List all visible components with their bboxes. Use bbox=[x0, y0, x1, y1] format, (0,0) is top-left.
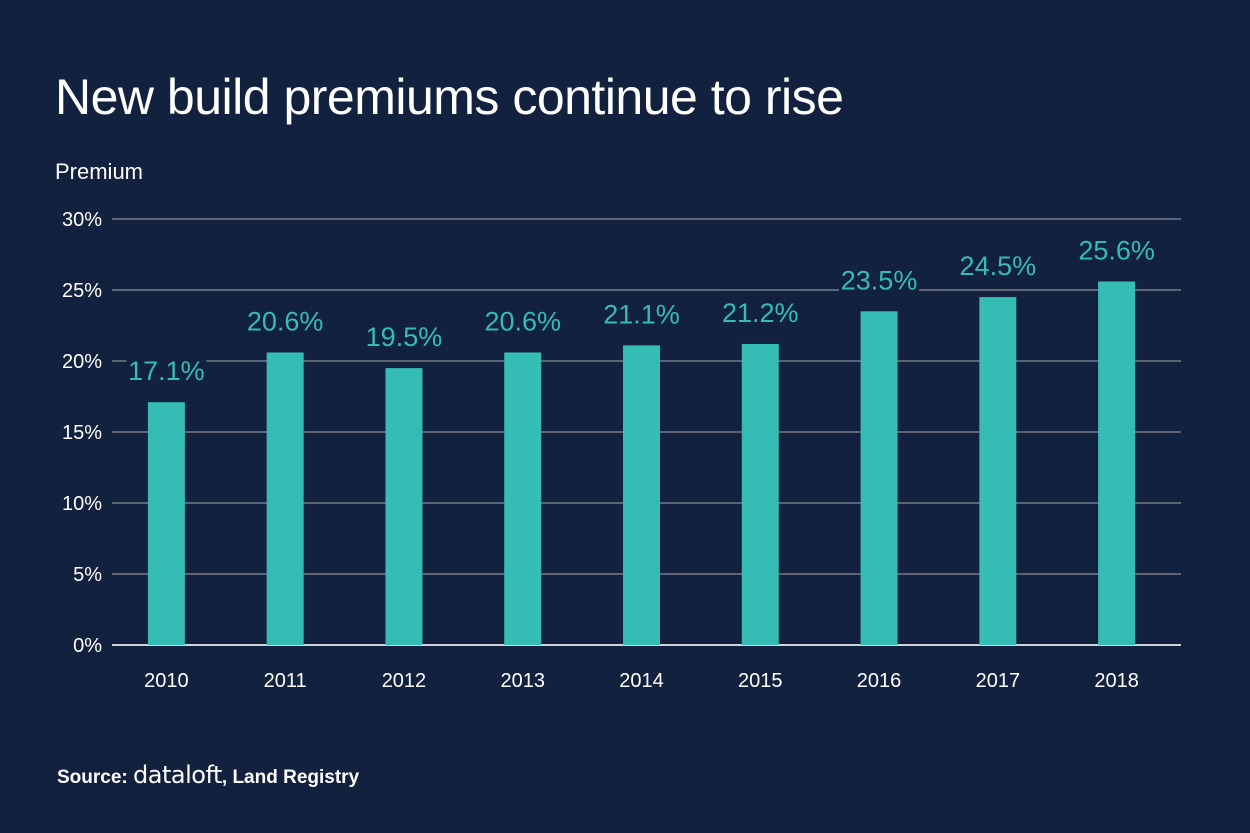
data-label-bg bbox=[957, 249, 1038, 280]
data-label: 20.6% bbox=[484, 306, 561, 336]
x-tick-label: 2014 bbox=[619, 670, 664, 692]
y-tick-label: 5% bbox=[73, 564, 102, 586]
y-tick-label: 25% bbox=[62, 280, 102, 302]
data-label: 24.5% bbox=[960, 251, 1037, 281]
data-label: 25.6% bbox=[1078, 235, 1155, 265]
data-label-bg bbox=[839, 263, 920, 294]
y-tick-label: 20% bbox=[62, 351, 102, 373]
data-label-bg bbox=[245, 304, 326, 335]
y-tick-label: 30% bbox=[62, 209, 102, 231]
y-tick-labels: 0% 5% 10% 15% 20% 25% 30% bbox=[62, 209, 102, 657]
data-label: 21.2% bbox=[722, 298, 799, 328]
data-label-bg bbox=[482, 304, 563, 335]
bar bbox=[860, 311, 898, 645]
x-tick-label: 2011 bbox=[264, 670, 307, 692]
bar bbox=[1098, 281, 1136, 645]
bar bbox=[741, 343, 779, 645]
bar bbox=[504, 352, 542, 645]
x-tick-label: 2018 bbox=[1094, 670, 1139, 692]
x-tick-labels: 2010 2011 2012 2013 2014 2015 2016 2017 2018 bbox=[144, 670, 1139, 692]
data-labels: 17.1% 20.6% 19.5% 20.6% 21.1% 21.2% 23.5% 24.5%… bbox=[126, 233, 1157, 386]
data-label: 21.1% bbox=[603, 299, 680, 329]
x-tick-label: 2012 bbox=[382, 670, 427, 692]
data-label-bg bbox=[1076, 233, 1157, 264]
data-label: 17.1% bbox=[128, 356, 205, 386]
x-tick-label: 2010 bbox=[144, 670, 189, 692]
data-label-bg bbox=[601, 297, 682, 328]
bar bbox=[266, 352, 304, 645]
data-label: 20.6% bbox=[247, 306, 324, 336]
x-tick-label: 2015 bbox=[738, 670, 783, 692]
bar bbox=[979, 297, 1017, 645]
y-tick-label: 0% bbox=[73, 635, 102, 657]
chart-title: New build premiums continue to rise bbox=[55, 69, 844, 125]
source-rest: , Land Registry bbox=[221, 767, 360, 788]
dataloft-logo: dataloft bbox=[133, 761, 222, 789]
y-axis-label: Premium bbox=[55, 159, 144, 184]
source-note: Source: dataloft, Land Registry bbox=[57, 761, 359, 789]
bar bbox=[385, 368, 423, 645]
data-label: 23.5% bbox=[841, 265, 918, 295]
bars bbox=[147, 281, 1136, 645]
data-label: 19.5% bbox=[366, 322, 443, 352]
y-tick-label: 10% bbox=[62, 493, 102, 515]
y-tick-label: 15% bbox=[62, 422, 102, 444]
data-label-bg bbox=[720, 295, 801, 326]
bar bbox=[147, 402, 185, 645]
x-tick-label: 2013 bbox=[500, 670, 545, 692]
x-tick-label: 2017 bbox=[976, 670, 1021, 692]
data-label-bg bbox=[126, 354, 207, 385]
bar bbox=[623, 345, 660, 645]
data-label-bg bbox=[363, 320, 444, 351]
x-tick-label: 2016 bbox=[857, 670, 902, 692]
source-prefix: Source: bbox=[57, 767, 128, 788]
